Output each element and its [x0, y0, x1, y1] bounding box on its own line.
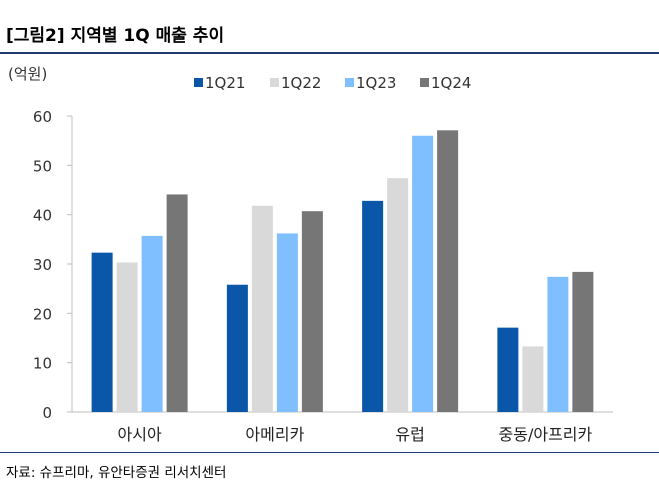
bar-1q21 — [226, 284, 248, 412]
bar-1q22 — [116, 262, 138, 412]
x-tick-label: 중동/아프리카 — [499, 425, 593, 444]
y-tick-label: 30 — [33, 256, 52, 274]
bar-chart: (억원) 1Q21 1Q22 1Q23 1Q24 0 10 20 30 40 50 60 아시아 아메리카… — [8, 65, 613, 444]
bar-1q22 — [387, 178, 409, 412]
bar-1q23 — [412, 135, 434, 412]
bar-1q22 — [522, 346, 544, 412]
bar-1q24 — [572, 271, 594, 412]
bar-1q21 — [362, 200, 384, 412]
y-tick-label: 20 — [33, 305, 52, 323]
bar-1q21 — [91, 252, 113, 412]
y-tick-label: 10 — [33, 355, 52, 373]
title-divider — [0, 52, 659, 54]
legend-swatch-1q21 — [194, 78, 203, 87]
legend-swatch-1q22 — [270, 78, 279, 87]
bar-1q22 — [251, 205, 273, 412]
bar-1q23 — [276, 233, 298, 412]
legend-swatch-1q23 — [345, 78, 354, 87]
bar-1q21 — [497, 327, 519, 412]
legend-label-1q23: 1Q23 — [356, 74, 396, 92]
legend-label-1q24: 1Q24 — [431, 74, 471, 92]
bar-1q24 — [301, 211, 323, 412]
y-tick-label: 40 — [33, 207, 52, 225]
x-tick-label: 아시아 — [118, 425, 162, 444]
y-axis-label: (억원) — [8, 65, 47, 83]
x-tick-label: 아메리카 — [245, 425, 304, 444]
y-tick-label: 0 — [42, 404, 52, 422]
bar-1q23 — [547, 276, 569, 412]
legend-label-1q21: 1Q21 — [205, 74, 245, 92]
legend-swatch-1q24 — [420, 78, 429, 87]
y-tick-label: 50 — [33, 157, 52, 175]
bar-1q24 — [437, 130, 459, 412]
footer-divider — [0, 452, 659, 453]
figure-title: [그림2] 지역별 1Q 매출 추이 — [6, 26, 225, 46]
bar-1q23 — [141, 235, 163, 412]
legend-label-1q22: 1Q22 — [281, 74, 321, 92]
x-tick-label: 유럽 — [395, 425, 424, 444]
source-note: 자료: 슈프리마, 유안타증권 리서치센터 — [6, 465, 227, 481]
y-tick-label: 60 — [33, 108, 52, 126]
bar-1q24 — [166, 194, 188, 412]
